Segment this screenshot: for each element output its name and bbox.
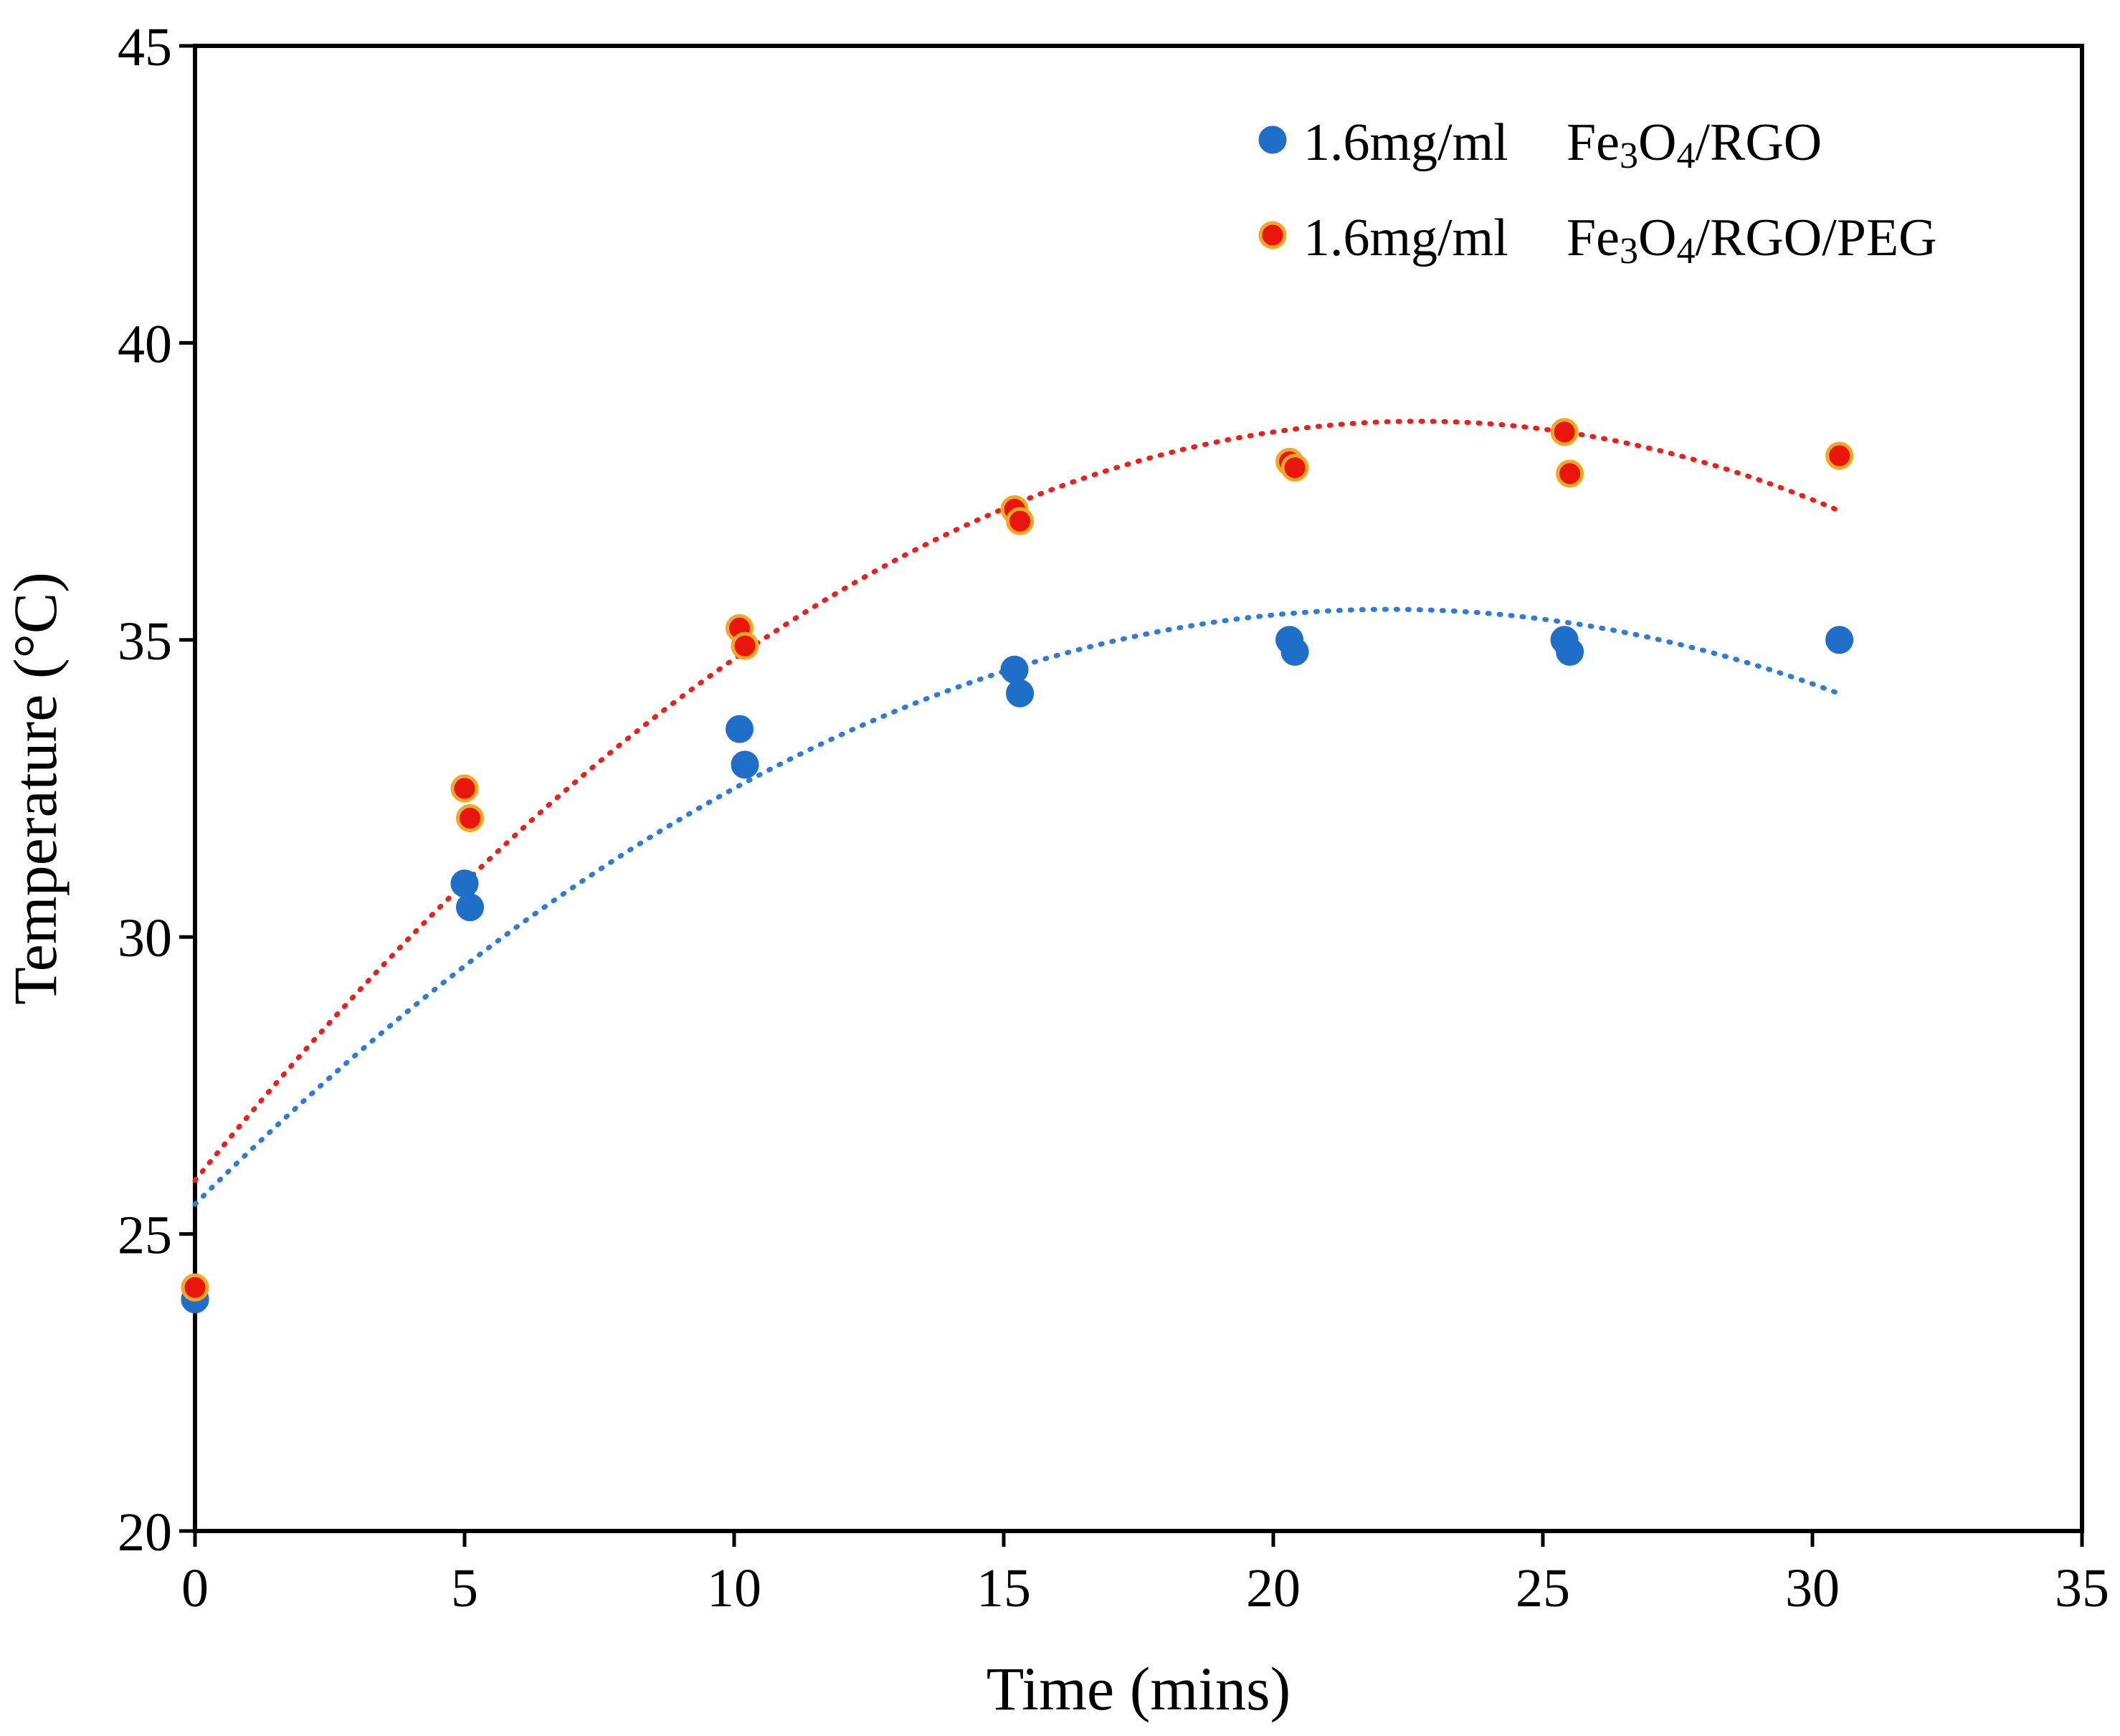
- x-tick-label: 25: [1516, 1558, 1570, 1618]
- data-point-series-1: [1280, 637, 1309, 666]
- data-point-series-1: [731, 750, 759, 779]
- legend-formula-part: O: [1638, 113, 1676, 172]
- data-point-series-2: [450, 774, 479, 803]
- legend-formula: Fe3O4/RGO: [1567, 113, 1822, 176]
- x-tick-label: 5: [451, 1558, 478, 1618]
- y-tick-label: 30: [118, 908, 172, 968]
- legend-subscript: 3: [1620, 231, 1638, 272]
- legend-marker-series-1: [1258, 125, 1287, 154]
- y-axis-title: Temperature (°C): [1, 572, 70, 1005]
- data-point-series-2: [1556, 459, 1584, 488]
- y-tick-label: 45: [118, 17, 172, 77]
- x-axis-ticks: 0 5 10 15 20 25 30 35: [181, 1531, 2109, 1618]
- x-tick-label: 20: [1246, 1558, 1301, 1618]
- data-point-series-2: [1280, 453, 1309, 482]
- data-point-series-1: [456, 893, 485, 922]
- legend-subscript: 4: [1676, 231, 1695, 272]
- y-tick-label: 35: [118, 611, 172, 672]
- legend-formula-part: Fe: [1567, 209, 1620, 267]
- trendline-series-1: [192, 606, 1843, 1207]
- legend-formula-part: O: [1638, 209, 1676, 267]
- legend-subscript: 3: [1620, 135, 1638, 176]
- data-point-series-1: [1000, 655, 1029, 684]
- data-point-series-1: [1825, 626, 1854, 654]
- legend-formula-part: Fe: [1567, 113, 1620, 172]
- y-tick-label: 40: [118, 314, 172, 374]
- y-tick-label: 25: [118, 1206, 172, 1266]
- legend-marker-series-2: [1258, 221, 1287, 249]
- x-tick-label: 30: [1785, 1558, 1840, 1618]
- x-tick-label: 35: [2055, 1558, 2109, 1618]
- data-point-series-2: [181, 1273, 209, 1302]
- data-point-series-1: [1006, 679, 1035, 707]
- legend-formula-part: /RGO: [1695, 113, 1822, 172]
- legend-formula-part: /RGO/PEG: [1695, 209, 1936, 267]
- legend-prefix: 1.6mg/ml: [1303, 113, 1508, 172]
- x-tick-label: 0: [181, 1558, 209, 1618]
- data-point-series-1: [1556, 637, 1584, 666]
- y-tick-label: 20: [118, 1502, 172, 1563]
- data-point-series-2: [1825, 442, 1854, 470]
- data-point-series-2: [1006, 507, 1035, 535]
- data-point-series-1: [726, 715, 754, 743]
- x-tick-label: 10: [707, 1558, 761, 1618]
- data-point-series-2: [731, 631, 759, 660]
- legend-formula: Fe3O4/RGO/PEG: [1567, 209, 1937, 272]
- x-tick-label: 15: [976, 1558, 1031, 1618]
- data-point-series-2: [456, 803, 485, 832]
- y-axis-ticks: 20 25 30 35 40 45: [118, 17, 195, 1563]
- data-point-series-2: [1550, 418, 1579, 447]
- legend-prefix: 1.6mg/ml: [1303, 209, 1508, 267]
- x-axis-title: Time (mins): [987, 1654, 1291, 1723]
- data-points: [181, 418, 1854, 1314]
- legend-subscript: 4: [1676, 135, 1695, 176]
- plot-area: [193, 44, 2084, 1533]
- data-point-series-1: [450, 869, 479, 898]
